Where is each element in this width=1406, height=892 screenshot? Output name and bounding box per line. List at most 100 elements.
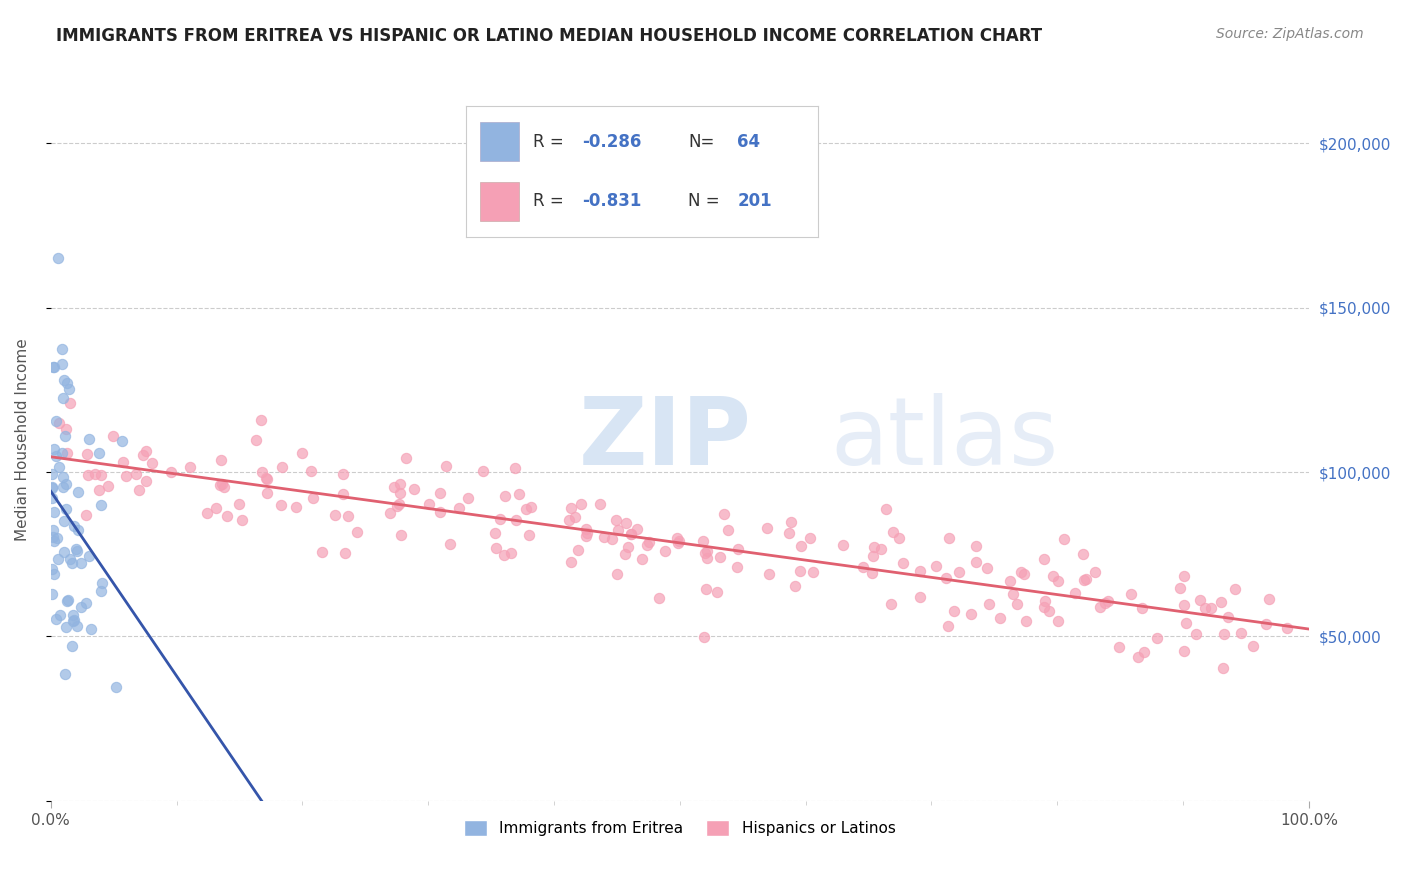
Point — [1073, 573, 1095, 587]
Point — [780, 515, 803, 529]
Point — [45, 449, 67, 463]
Point — [567, 542, 589, 557]
Point — [41, 491, 63, 506]
Point — [45, 414, 67, 428]
Point — [976, 560, 998, 574]
Point — [55, 429, 77, 443]
Point — [1218, 610, 1240, 624]
Point — [505, 513, 527, 527]
Point — [1033, 552, 1056, 566]
Point — [311, 545, 333, 559]
Point — [45, 612, 67, 626]
Point — [67, 485, 90, 500]
Point — [63, 519, 86, 533]
Point — [575, 522, 598, 536]
Point — [620, 527, 643, 541]
Point — [45, 531, 67, 545]
Point — [520, 500, 543, 515]
Point — [101, 429, 124, 443]
Point — [135, 474, 157, 488]
Point — [693, 631, 716, 645]
Point — [517, 528, 540, 542]
Point — [965, 555, 987, 569]
Point — [1258, 592, 1281, 607]
Point — [576, 525, 599, 540]
Point — [389, 528, 412, 542]
Point — [332, 467, 354, 481]
Point — [668, 534, 690, 549]
Point — [449, 500, 471, 515]
Point — [758, 567, 780, 582]
Point — [494, 489, 516, 503]
Point — [104, 680, 127, 694]
Point — [727, 541, 749, 556]
Point — [713, 507, 735, 521]
Point — [378, 506, 401, 520]
Point — [1007, 597, 1029, 611]
Point — [87, 446, 110, 460]
Point — [66, 618, 89, 632]
Point — [910, 564, 932, 578]
Point — [41, 587, 63, 601]
Point — [76, 447, 98, 461]
Point — [111, 434, 134, 449]
Point — [56, 593, 79, 607]
Point — [887, 531, 910, 545]
Point — [42, 505, 65, 519]
Point — [631, 552, 654, 566]
Point — [696, 550, 718, 565]
Point — [323, 508, 346, 522]
Point — [382, 480, 405, 494]
Point — [79, 432, 101, 446]
Point — [574, 529, 596, 543]
Point — [418, 497, 440, 511]
Point — [938, 619, 960, 633]
Point — [617, 540, 640, 554]
Point — [385, 499, 408, 513]
Point — [789, 564, 811, 578]
Point — [998, 574, 1021, 588]
Point — [52, 514, 75, 528]
Point — [41, 481, 63, 495]
Point — [832, 538, 855, 552]
Text: Source: ZipAtlas.com: Source: ZipAtlas.com — [1216, 27, 1364, 41]
Point — [48, 416, 70, 430]
Point — [53, 545, 76, 559]
Point — [55, 502, 77, 516]
Point — [665, 531, 688, 545]
Point — [693, 546, 716, 560]
Point — [870, 541, 893, 556]
Point — [429, 485, 451, 500]
Point — [1012, 567, 1035, 582]
Point — [256, 472, 278, 486]
Point — [332, 487, 354, 501]
Point — [271, 459, 294, 474]
Point — [1194, 600, 1216, 615]
Point — [1002, 587, 1025, 601]
Point — [1033, 600, 1056, 615]
Point — [1038, 603, 1060, 617]
Point — [60, 556, 83, 570]
Point — [706, 585, 728, 599]
Point — [666, 536, 689, 550]
Point — [692, 534, 714, 549]
Point — [494, 548, 516, 562]
Point — [485, 541, 508, 555]
Point — [48, 252, 70, 266]
Point — [250, 465, 273, 479]
Point — [717, 523, 740, 537]
Point — [755, 521, 778, 535]
Point — [1094, 596, 1116, 610]
Point — [51, 342, 73, 356]
Point — [1184, 626, 1206, 640]
Point — [212, 480, 235, 494]
Point — [65, 542, 87, 557]
Point — [48, 608, 70, 623]
Point — [882, 524, 904, 539]
Point — [42, 442, 65, 456]
Point — [125, 467, 148, 482]
Point — [938, 531, 960, 545]
Point — [1174, 616, 1197, 631]
Point — [83, 467, 105, 481]
Point — [499, 546, 522, 560]
